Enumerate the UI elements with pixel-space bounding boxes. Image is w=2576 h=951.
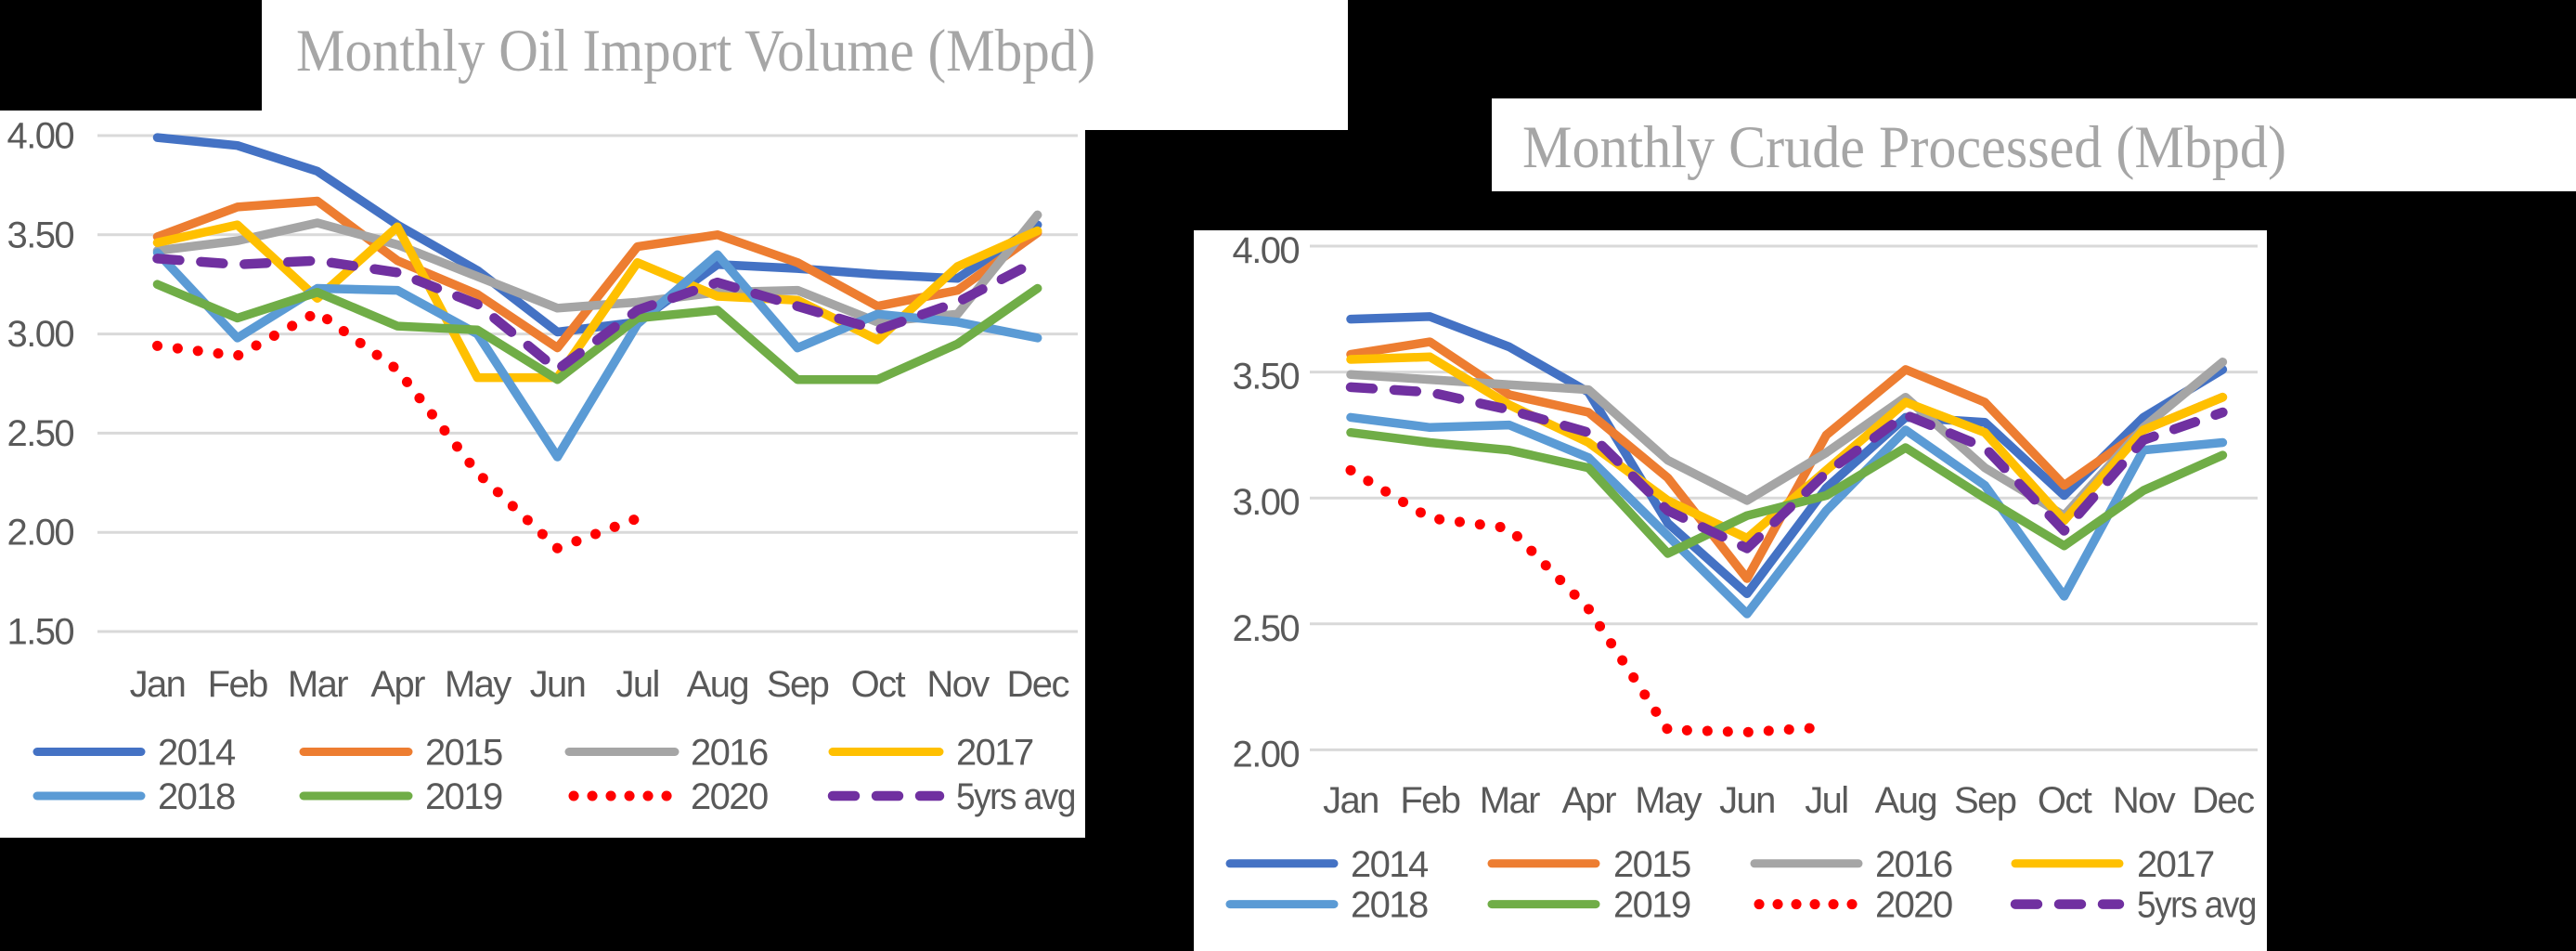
svg-text:Feb: Feb <box>208 664 267 705</box>
svg-text:2018: 2018 <box>1351 885 1428 926</box>
svg-text:2.50: 2.50 <box>1233 608 1300 649</box>
svg-text:Apr: Apr <box>370 664 425 705</box>
svg-text:May: May <box>1635 780 1702 821</box>
svg-text:3.00: 3.00 <box>1233 482 1300 523</box>
svg-text:2019: 2019 <box>1613 885 1690 926</box>
svg-text:Dec: Dec <box>1007 664 1069 705</box>
svg-text:3.50: 3.50 <box>1233 357 1300 397</box>
svg-text:2018: 2018 <box>158 776 235 817</box>
svg-text:Jan: Jan <box>130 664 186 705</box>
svg-text:2015: 2015 <box>425 733 502 774</box>
svg-text:Monthly Oil Import Volume (Mbp: Monthly Oil Import Volume (Mbpd) <box>296 18 1095 85</box>
svg-text:2017: 2017 <box>956 733 1033 774</box>
svg-text:4.00: 4.00 <box>7 116 74 157</box>
svg-text:Jan: Jan <box>1323 780 1379 821</box>
svg-text:5yrs avg: 5yrs avg <box>956 776 1075 817</box>
svg-text:4.00: 4.00 <box>1233 230 1300 271</box>
svg-text:3.50: 3.50 <box>7 215 74 255</box>
svg-text:2014: 2014 <box>1351 844 1429 885</box>
svg-text:Oct: Oct <box>851 664 906 705</box>
svg-text:Sep: Sep <box>767 664 829 705</box>
svg-text:2016: 2016 <box>691 733 768 774</box>
svg-text:Nov: Nov <box>2113 780 2176 821</box>
svg-text:2017: 2017 <box>2137 844 2214 885</box>
svg-text:3.00: 3.00 <box>7 314 74 355</box>
svg-text:Sep: Sep <box>1954 780 2016 821</box>
svg-text:Oct: Oct <box>2038 780 2092 821</box>
svg-text:2014: 2014 <box>158 733 236 774</box>
svg-text:Jun: Jun <box>530 664 586 705</box>
svg-text:Jul: Jul <box>616 664 659 705</box>
svg-text:Jun: Jun <box>1719 780 1775 821</box>
svg-text:2.50: 2.50 <box>7 413 74 454</box>
svg-text:2016: 2016 <box>1875 844 1952 885</box>
svg-text:Aug: Aug <box>687 664 748 705</box>
svg-text:2015: 2015 <box>1613 844 1690 885</box>
svg-text:Dec: Dec <box>2192 780 2254 821</box>
svg-text:2.00: 2.00 <box>1233 734 1300 775</box>
svg-text:Feb: Feb <box>1400 780 1459 821</box>
svg-text:Mar: Mar <box>288 664 348 705</box>
svg-text:5yrs avg: 5yrs avg <box>2137 885 2256 926</box>
svg-text:Monthly Crude Processed (Mbpd): Monthly Crude Processed (Mbpd) <box>1522 114 2286 181</box>
svg-text:2020: 2020 <box>691 776 768 817</box>
svg-text:Apr: Apr <box>1561 780 1616 821</box>
svg-text:1.50: 1.50 <box>7 612 74 653</box>
svg-text:2019: 2019 <box>425 776 502 817</box>
svg-text:Jul: Jul <box>1805 780 1847 821</box>
svg-text:May: May <box>445 664 511 705</box>
svg-text:Aug: Aug <box>1875 780 1936 821</box>
svg-text:Nov: Nov <box>926 664 990 705</box>
svg-text:Mar: Mar <box>1480 780 1540 821</box>
svg-text:2020: 2020 <box>1875 885 1952 926</box>
svg-text:2.00: 2.00 <box>7 513 74 554</box>
